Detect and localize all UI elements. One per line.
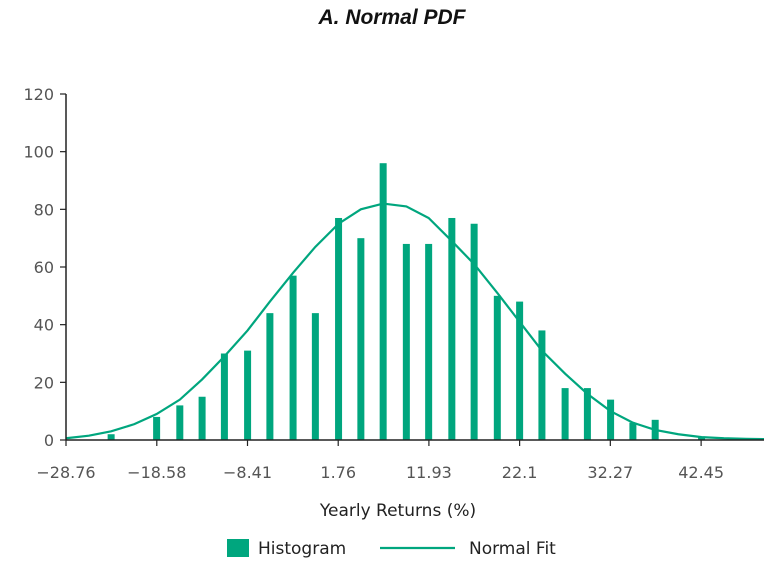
chart-title: A. Normal PDF <box>318 6 466 29</box>
histogram-bar <box>107 434 115 440</box>
histogram-bar <box>220 353 228 440</box>
x-tick-label: 1.76 <box>320 463 356 482</box>
y-tick-label: 60 <box>34 258 54 277</box>
y-tick-label: 40 <box>34 316 54 335</box>
histogram-bar <box>176 405 184 440</box>
histogram-bar <box>311 313 319 440</box>
x-tick-label: 32.27 <box>587 463 633 482</box>
histogram-bar <box>607 399 615 440</box>
x-tick-label: −18.58 <box>127 463 186 482</box>
histogram-bar <box>153 416 161 440</box>
legend-histogram-label: Histogram <box>258 539 346 559</box>
histogram-bar <box>198 396 206 440</box>
histogram-bar <box>425 243 433 440</box>
histogram-bar <box>470 223 478 440</box>
x-tick-label: 42.45 <box>678 463 724 482</box>
x-axis-title: Yearly Returns (%) <box>319 501 476 521</box>
normal-fit-line <box>65 202 765 441</box>
histogram-bar <box>629 422 637 440</box>
histogram-bar <box>335 217 343 440</box>
y-tick-label: 80 <box>34 200 54 219</box>
histogram-bar <box>402 243 410 440</box>
histogram-bar <box>379 163 387 440</box>
y-tick-label: 100 <box>23 143 54 162</box>
y-tick-label: 120 <box>23 85 54 104</box>
y-tick-label: 0 <box>44 431 54 450</box>
bars-layer <box>107 163 706 440</box>
x-tick-label: −28.76 <box>36 463 95 482</box>
histogram-bar <box>493 295 501 440</box>
histogram-bar <box>244 350 252 440</box>
histogram-bar <box>448 217 456 440</box>
histogram-bar <box>583 388 591 440</box>
y-tick-label: 20 <box>34 373 54 392</box>
histogram-bar <box>289 275 297 440</box>
x-tick-label: −8.41 <box>223 463 272 482</box>
histogram-bar <box>516 301 524 440</box>
legend-histogram-swatch <box>227 539 249 557</box>
histogram-bar <box>561 388 569 440</box>
axes-layer: 0 20 40 60 80 100 120 −28.76 −18.58 −8.41 1.76 11.9… <box>23 85 764 482</box>
histogram-bar <box>538 330 546 440</box>
histogram-bar <box>357 238 365 440</box>
histogram-bar <box>266 313 274 440</box>
histogram-bar <box>698 437 706 440</box>
legend-normal-fit-label: Normal Fit <box>469 539 556 559</box>
x-tick-label: 11.93 <box>406 463 452 482</box>
x-tick-label: 22.1 <box>502 463 538 482</box>
legend: Histogram Normal Fit <box>227 539 556 559</box>
